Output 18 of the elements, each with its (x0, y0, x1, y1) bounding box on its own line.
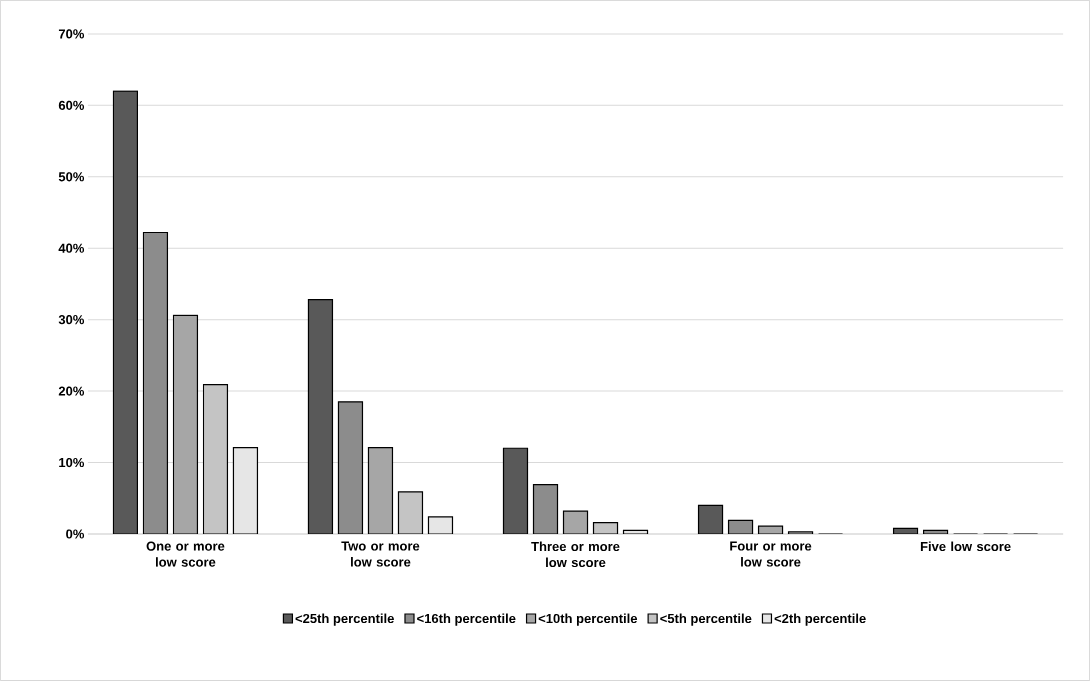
x-tick-label: Five low score (920, 541, 1011, 552)
legend-label: <25th percentile (295, 613, 394, 626)
x-tick-label: Two or more low score (341, 541, 420, 567)
y-tick-label: 40% (58, 243, 85, 253)
legend-label: <2th percentile (774, 613, 866, 626)
x-tick-label: Four or more low score (730, 541, 812, 567)
legend-label: <5th percentile (660, 613, 752, 626)
y-tick-label: 60% (58, 100, 85, 110)
x-tick-label: Three or more low score (531, 541, 620, 568)
legend-label: <10th percentile (538, 613, 638, 626)
x-tick-label: One or more low score (146, 541, 225, 567)
y-tick-label: 70% (58, 29, 85, 39)
y-tick-label: 30% (58, 315, 85, 325)
y-tick-label: 50% (58, 172, 85, 182)
y-tick-label: 10% (59, 457, 85, 468)
y-tick-label: 0% (66, 529, 85, 539)
legend-label: <16th percentile (417, 613, 516, 626)
y-tick-label: 20% (58, 386, 85, 396)
